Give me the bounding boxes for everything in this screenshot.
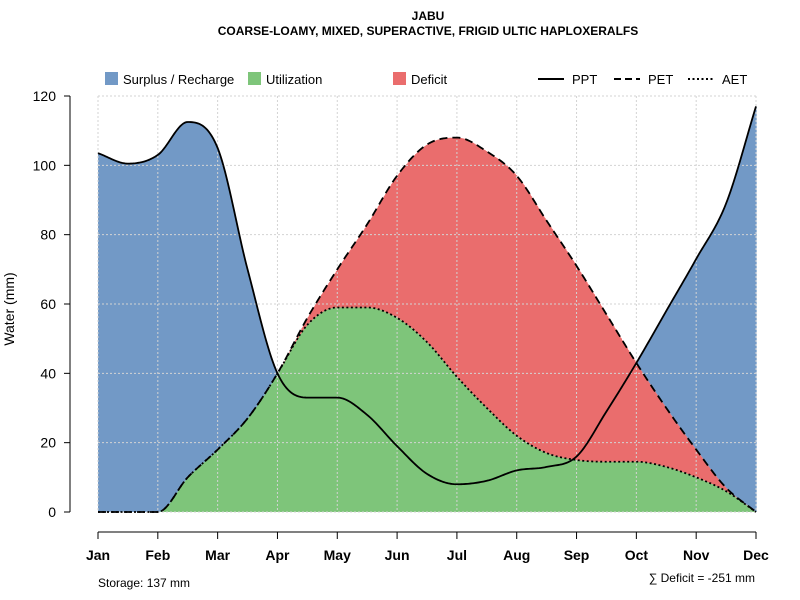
legend-label: Utilization [266, 72, 322, 87]
y-tick-label: 0 [48, 504, 56, 520]
legend-swatch [248, 72, 261, 85]
y-tick-label: 120 [33, 88, 57, 104]
x-tick-label: Mar [205, 547, 230, 563]
legend-label: AET [722, 72, 747, 87]
legend-label: PET [648, 72, 673, 87]
y-tick-label: 20 [40, 435, 56, 451]
axes: 0 20 40 60 80 100 120 Jan Feb Mar Apr May Jun Jul Aug S… [33, 88, 769, 563]
x-tick-label: Dec [743, 547, 769, 563]
surplus-area-upper [98, 106, 757, 513]
y-tick-label: 100 [33, 157, 57, 173]
y-tick-label: 80 [40, 227, 56, 243]
x-tick-label: Jun [385, 547, 410, 563]
x-tick-label: Apr [265, 547, 290, 563]
x-tick-label: Sep [564, 547, 590, 563]
x-tick-label: Aug [503, 547, 530, 563]
legend: Surplus / Recharge Utilization Deficit PPT P… [105, 72, 747, 87]
legend-swatch [105, 72, 118, 85]
x-tick-label: Feb [145, 547, 170, 563]
chart-title: JABU [412, 9, 445, 23]
x-tick-label: May [324, 547, 351, 563]
utilization-area [98, 307, 757, 512]
y-tick-label: 60 [40, 296, 56, 312]
x-tick-label: Jan [86, 547, 110, 563]
legend-label: Deficit [411, 72, 448, 87]
x-tick-label: Oct [625, 547, 649, 563]
line-ppt [97, 106, 757, 486]
line-aet [98, 306, 757, 513]
y-tick-label: 40 [40, 365, 56, 381]
storage-note: Storage: 137 mm [98, 576, 190, 590]
legend-label: PPT [572, 72, 597, 87]
x-tick-label: Jul [447, 547, 467, 563]
legend-swatch [393, 72, 406, 85]
deficit-note: ∑ Deficit = -251 mm [649, 571, 755, 585]
legend-label: Surplus / Recharge [123, 72, 234, 87]
y-axis-title: Water (mm) [1, 272, 17, 345]
area-fills [98, 106, 757, 513]
x-tick-label: Nov [683, 547, 710, 563]
line-pet [98, 136, 757, 513]
series-lines [97, 106, 757, 513]
chart-subtitle: COARSE-LOAMY, MIXED, SUPERACTIVE, FRIGID… [218, 24, 638, 38]
grid-lines [97, 95, 757, 513]
